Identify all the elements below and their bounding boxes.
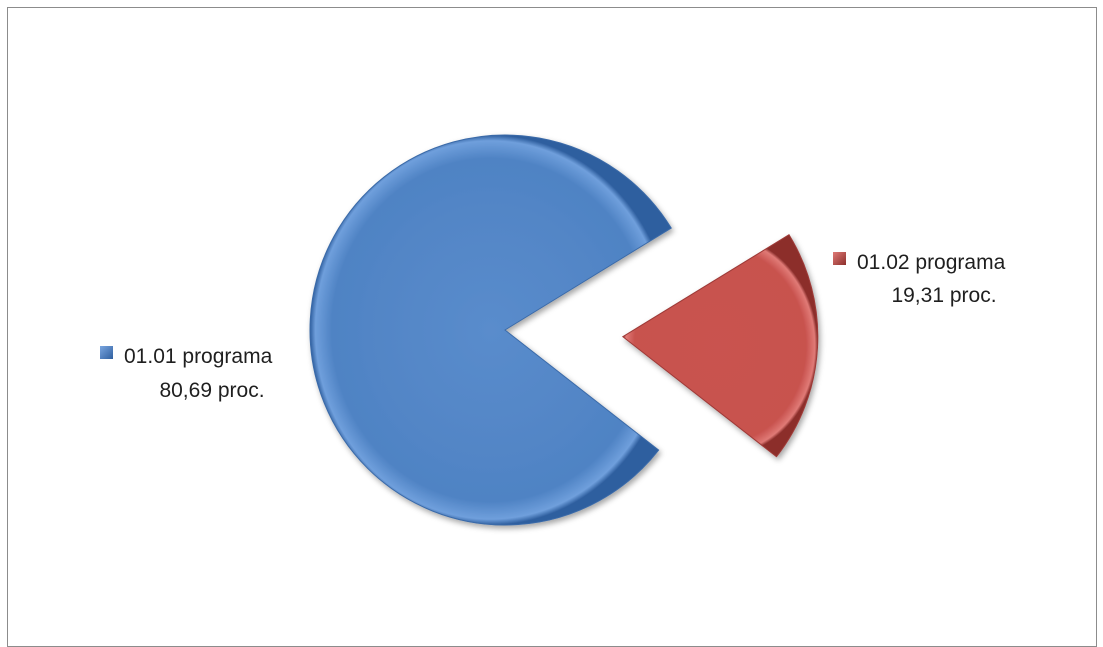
chart-frame (7, 7, 1097, 647)
slice-label-name-0101: 01.01 programa (124, 345, 273, 368)
slice-label-value-0102: 19,31 proc. (891, 284, 996, 307)
slice-label-0102: 01.02 programa 19,31 proc. (833, 251, 1006, 307)
slice-label-name-0102: 01.02 programa (857, 251, 1006, 274)
pie-slice-0102 (621, 234, 819, 458)
pie-slice-0101 (309, 134, 672, 526)
legend-marker-0101 (100, 346, 113, 359)
slice-label-0101: 01.01 programa 80,69 proc. (100, 345, 273, 402)
legend-marker-0102 (833, 252, 846, 265)
pie-chart: 01.01 programa 80,69 proc. 01.02 program… (100, 134, 1006, 526)
slice-label-value-0101: 80,69 proc. (159, 379, 264, 402)
